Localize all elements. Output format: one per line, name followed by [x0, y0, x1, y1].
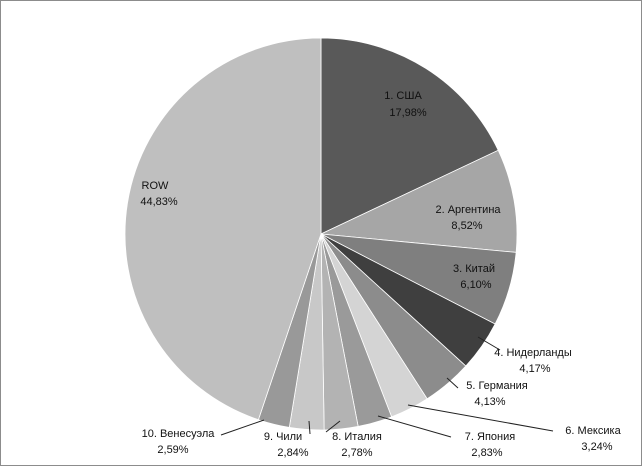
- slice-label-11: ROW: [142, 180, 170, 192]
- leader-line-9: [308, 420, 311, 435]
- slice-value-8: 2,78%: [341, 447, 372, 459]
- slice-label-8: 8. Италия: [332, 431, 382, 443]
- slice-label-10: 10. Венесуэла: [142, 428, 216, 440]
- slice-value-5: 4,13%: [474, 396, 505, 408]
- slice-label-6: 6. Мексика: [565, 425, 621, 437]
- slice-value-3: 6,10%: [460, 279, 491, 291]
- leader-line-4: [477, 336, 501, 351]
- leader-line-8: [325, 420, 341, 433]
- pie-slice-11: [124, 37, 322, 421]
- slice-value-9: 2,84%: [277, 447, 308, 459]
- slice-label-4: 4. Нидерланды: [494, 347, 572, 359]
- slice-value-11: 44,83%: [140, 196, 178, 208]
- slice-label-1: 1. США: [384, 90, 422, 102]
- slice-value-10: 2,59%: [157, 444, 188, 456]
- slice-label-2: 2. Аргентина: [435, 204, 501, 216]
- slice-value-1: 17,98%: [389, 107, 427, 119]
- slice-value-4: 4,17%: [519, 363, 550, 375]
- pie-slice-1: [320, 37, 499, 235]
- slice-value-2: 8,52%: [451, 220, 482, 232]
- slice-value-6: 3,24%: [581, 441, 612, 453]
- slice-label-9: 9. Чили: [264, 431, 302, 443]
- leader-line-10: [220, 419, 265, 436]
- pie-slice-2: [319, 149, 518, 253]
- leader-line-7: [377, 415, 452, 438]
- slice-value-7: 2,83%: [471, 447, 502, 459]
- slice-label-7: 7. Япония: [465, 431, 515, 443]
- leader-line-5: [446, 377, 459, 389]
- slice-label-3: 3. Китай: [453, 263, 495, 275]
- slice-label-5: 5. Германия: [466, 380, 528, 392]
- leader-line-6: [407, 404, 554, 432]
